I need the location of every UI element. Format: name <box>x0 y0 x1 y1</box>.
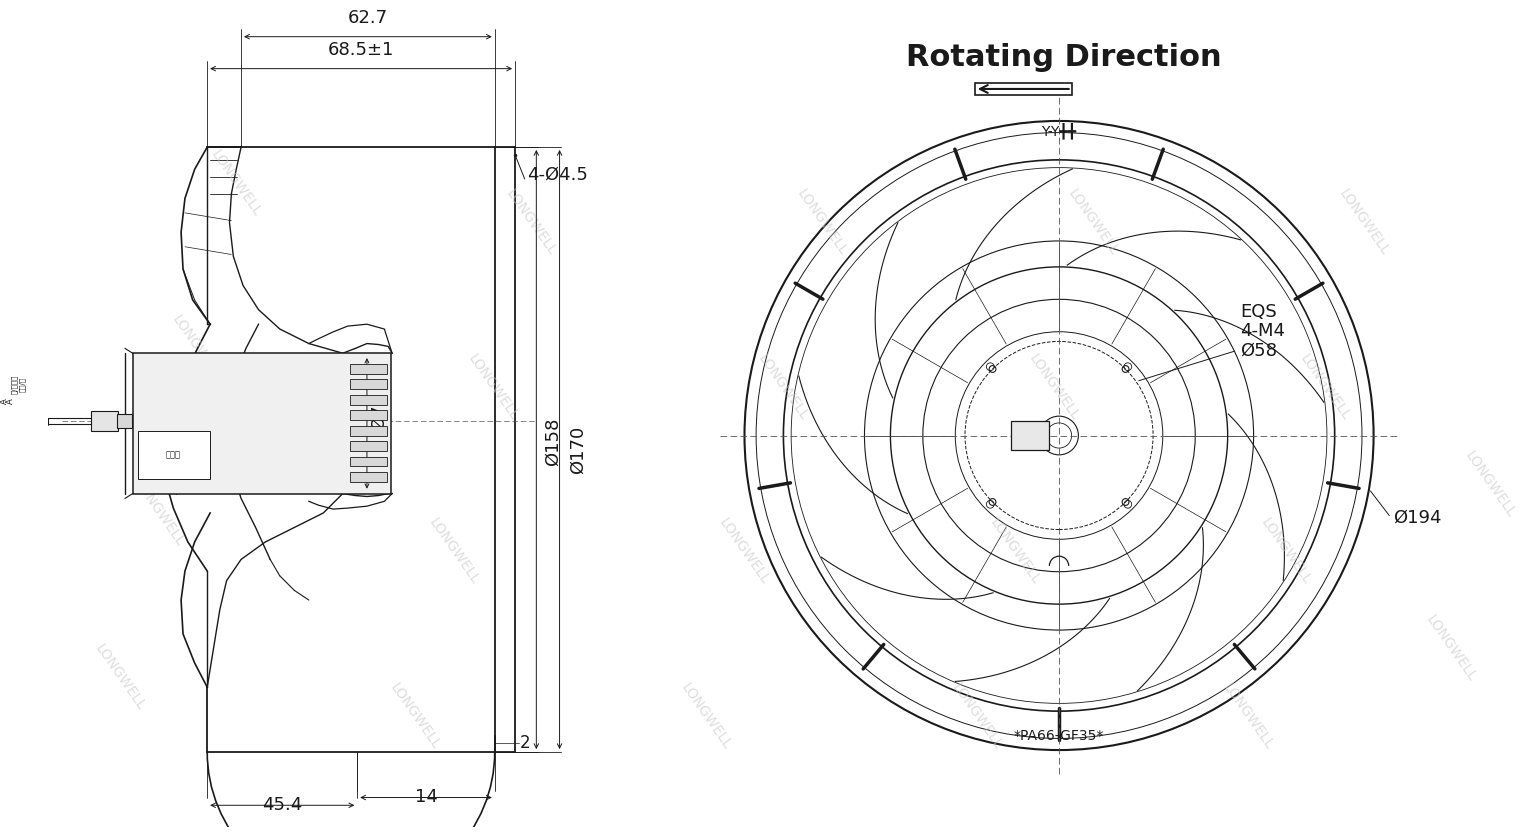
Text: LONGWELL: LONGWELL <box>169 313 226 384</box>
Text: LONGWELL: LONGWELL <box>208 148 264 219</box>
Text: LONGWELL: LONGWELL <box>131 477 186 549</box>
Text: 45.4: 45.4 <box>263 796 302 814</box>
Text: Ø194: Ø194 <box>1393 509 1441 527</box>
Text: Y-Y╋╋: Y-Y╋╋ <box>1041 122 1077 138</box>
Bar <box>92 411 118 430</box>
Text: LONGWELL: LONGWELL <box>1423 613 1480 684</box>
Text: LONGWELL: LONGWELL <box>1336 187 1391 259</box>
Text: LONGWELL: LONGWELL <box>464 351 521 423</box>
Bar <box>137 430 211 479</box>
Text: LONGWELL: LONGWELL <box>948 681 1005 752</box>
Text: LONGWELL: LONGWELL <box>678 681 733 752</box>
Text: A: A <box>0 398 2 404</box>
Text: Ø170: Ø170 <box>570 425 588 474</box>
Text: A: A <box>6 398 15 404</box>
Text: LONGWELL: LONGWELL <box>504 187 559 259</box>
Text: 14: 14 <box>414 788 437 806</box>
Text: 合格证: 合格证 <box>166 450 180 460</box>
Text: 4-Ø4.5: 4-Ø4.5 <box>527 165 588 183</box>
Bar <box>351 441 388 451</box>
Text: LONGWELL: LONGWELL <box>988 516 1043 587</box>
Text: LONGWELL: LONGWELL <box>1461 448 1518 520</box>
Text: LONGWELL: LONGWELL <box>1026 351 1083 423</box>
Text: LONGWELL: LONGWELL <box>1064 187 1121 259</box>
Text: LONGWELL: LONGWELL <box>1258 516 1315 587</box>
Text: LONGWELL: LONGWELL <box>1298 351 1353 423</box>
Text: 2: 2 <box>519 734 530 752</box>
Text: *PA66-GF35*: *PA66-GF35* <box>1014 729 1104 742</box>
Bar <box>351 379 388 389</box>
Text: EQS: EQS <box>1240 303 1277 320</box>
Text: Ø158: Ø158 <box>544 418 562 466</box>
Text: 62.7: 62.7 <box>348 9 388 27</box>
Text: Ø58: Ø58 <box>1240 341 1277 359</box>
Bar <box>351 472 388 482</box>
Text: LONGWELL: LONGWELL <box>794 187 851 259</box>
Text: LONGWELL: LONGWELL <box>388 681 443 752</box>
Bar <box>118 414 131 428</box>
Text: LONGWELL: LONGWELL <box>426 516 483 587</box>
Text: LONGWELL: LONGWELL <box>716 516 773 587</box>
Bar <box>351 410 388 420</box>
Bar <box>974 83 1072 95</box>
Text: Rotating Direction: Rotating Direction <box>906 43 1222 73</box>
Text: Ø72: Ø72 <box>370 393 388 430</box>
Text: 黄/绿直接
颜色/线: 黄/绿直接 颜色/线 <box>11 374 26 394</box>
Text: A: A <box>0 398 9 404</box>
Bar <box>351 364 388 374</box>
Text: LONGWELL: LONGWELL <box>1220 681 1275 752</box>
Bar <box>1011 421 1049 450</box>
Text: LONGWELL: LONGWELL <box>756 351 811 423</box>
Text: 68.5±1: 68.5±1 <box>328 41 394 59</box>
Bar <box>351 457 388 466</box>
Bar <box>351 394 388 404</box>
Text: LONGWELL: LONGWELL <box>92 642 148 713</box>
Bar <box>133 354 391 494</box>
Bar <box>351 426 388 435</box>
Text: 4-M4: 4-M4 <box>1240 322 1286 340</box>
